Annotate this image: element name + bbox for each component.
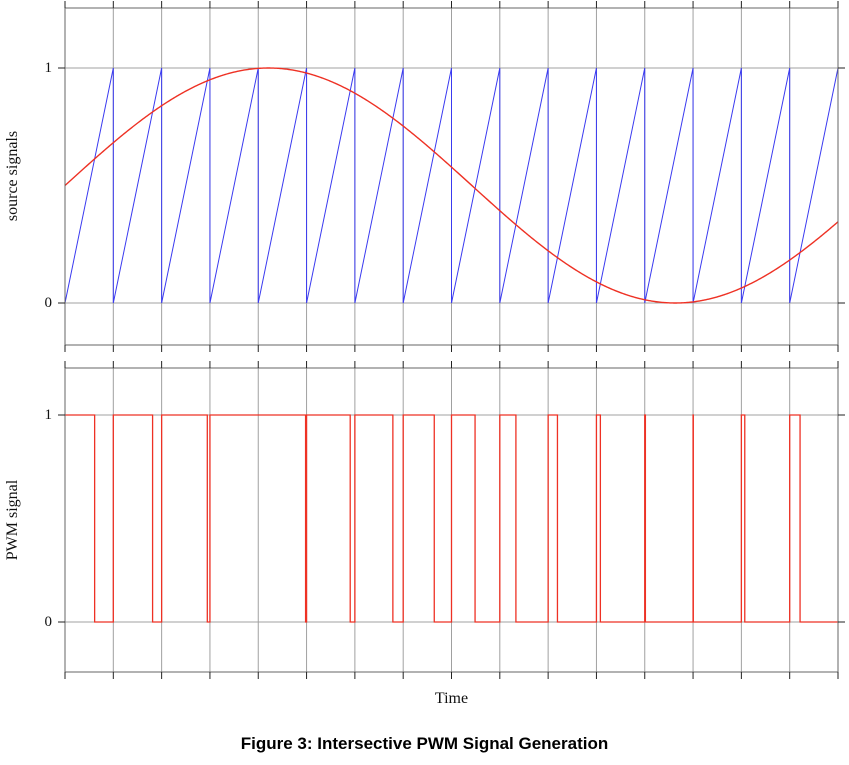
y-tick-label-top-1: 1 [44,60,53,76]
y-tick-label-bottom-0: 0 [44,614,53,630]
y-tick-label-top-0: 0 [44,295,53,311]
x-axis-label: Time [434,690,469,707]
y-tick-label-bottom-1: 1 [44,407,53,423]
y-axis-label-source-signals: source signals [4,130,21,222]
y-axis-label-pwm-signal: PWM signal [4,479,21,561]
figure-caption: Figure 3: Intersective PWM Signal Genera… [240,734,609,753]
